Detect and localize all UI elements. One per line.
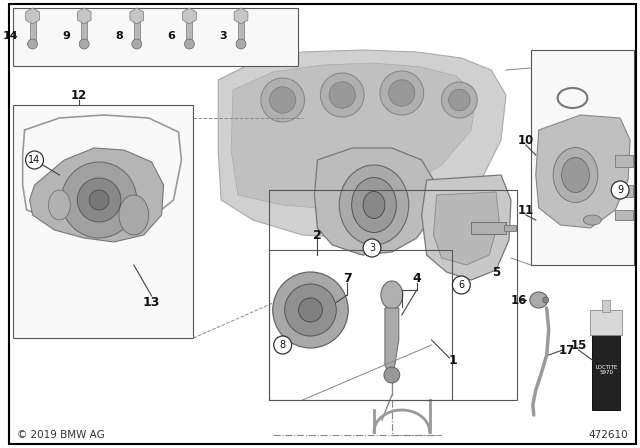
Ellipse shape bbox=[339, 165, 409, 245]
Text: 17: 17 bbox=[559, 344, 575, 357]
Ellipse shape bbox=[119, 195, 148, 235]
Bar bbox=[593, 330, 620, 410]
Polygon shape bbox=[314, 148, 436, 255]
Text: 5: 5 bbox=[492, 266, 500, 279]
Bar bbox=[13, 105, 193, 338]
Circle shape bbox=[363, 239, 381, 257]
Polygon shape bbox=[433, 192, 499, 265]
Text: 10: 10 bbox=[518, 134, 534, 146]
Circle shape bbox=[384, 367, 400, 383]
Text: 1: 1 bbox=[449, 353, 458, 366]
Ellipse shape bbox=[553, 147, 598, 202]
Text: 9: 9 bbox=[63, 31, 70, 41]
Bar bbox=[269, 250, 452, 400]
Circle shape bbox=[236, 39, 246, 49]
Text: 9: 9 bbox=[617, 185, 623, 195]
Polygon shape bbox=[26, 8, 40, 24]
Text: 8: 8 bbox=[115, 31, 123, 41]
Bar bbox=[504, 225, 516, 231]
Polygon shape bbox=[77, 8, 91, 24]
Polygon shape bbox=[536, 115, 630, 228]
Bar bbox=[615, 210, 633, 220]
Bar bbox=[602, 300, 610, 312]
Bar bbox=[81, 16, 87, 46]
Text: 14: 14 bbox=[28, 155, 41, 165]
Text: 11: 11 bbox=[518, 203, 534, 216]
Text: 2: 2 bbox=[313, 228, 322, 241]
Polygon shape bbox=[422, 175, 511, 280]
Text: 8: 8 bbox=[280, 340, 285, 350]
Bar bbox=[615, 155, 633, 167]
Ellipse shape bbox=[351, 177, 396, 233]
Ellipse shape bbox=[530, 292, 548, 308]
Bar bbox=[238, 16, 244, 46]
Polygon shape bbox=[218, 50, 506, 238]
Text: 7: 7 bbox=[343, 271, 351, 284]
Circle shape bbox=[132, 39, 141, 49]
Polygon shape bbox=[130, 8, 143, 24]
Text: © 2019 BMW AG: © 2019 BMW AG bbox=[17, 430, 104, 440]
Text: 6: 6 bbox=[168, 31, 175, 41]
Circle shape bbox=[61, 162, 137, 238]
Text: 6: 6 bbox=[458, 280, 465, 290]
Text: 12: 12 bbox=[71, 89, 87, 102]
Circle shape bbox=[299, 298, 323, 322]
Bar bbox=[615, 185, 633, 197]
Circle shape bbox=[274, 336, 292, 354]
Circle shape bbox=[388, 80, 415, 106]
Circle shape bbox=[273, 272, 348, 348]
Text: 13: 13 bbox=[143, 296, 161, 309]
Bar bbox=[134, 16, 140, 46]
Bar bbox=[29, 16, 36, 46]
Polygon shape bbox=[234, 8, 248, 24]
Circle shape bbox=[28, 39, 38, 49]
Bar bbox=[13, 8, 298, 66]
Ellipse shape bbox=[543, 297, 548, 303]
Text: 16: 16 bbox=[511, 293, 527, 306]
Circle shape bbox=[452, 276, 470, 294]
Text: LOCTITE
5970: LOCTITE 5970 bbox=[595, 365, 618, 375]
Text: 15: 15 bbox=[570, 339, 587, 352]
Circle shape bbox=[89, 190, 109, 210]
Text: 3: 3 bbox=[369, 243, 375, 253]
Circle shape bbox=[285, 284, 336, 336]
Circle shape bbox=[79, 39, 89, 49]
Polygon shape bbox=[231, 63, 476, 210]
Text: 472610: 472610 bbox=[588, 430, 628, 440]
Text: 4: 4 bbox=[412, 271, 421, 284]
Circle shape bbox=[321, 73, 364, 117]
Text: 14: 14 bbox=[3, 31, 19, 41]
Circle shape bbox=[26, 151, 44, 169]
Ellipse shape bbox=[381, 281, 403, 309]
Ellipse shape bbox=[49, 190, 70, 220]
Circle shape bbox=[611, 181, 629, 199]
Polygon shape bbox=[29, 148, 164, 242]
Polygon shape bbox=[385, 308, 399, 375]
Circle shape bbox=[77, 178, 121, 222]
Bar bbox=[590, 310, 622, 335]
Ellipse shape bbox=[584, 215, 602, 225]
Circle shape bbox=[442, 82, 477, 118]
Ellipse shape bbox=[561, 158, 589, 193]
Bar bbox=[269, 190, 517, 400]
Bar bbox=[471, 222, 506, 234]
Circle shape bbox=[380, 71, 424, 115]
Text: 3: 3 bbox=[220, 31, 227, 41]
Circle shape bbox=[261, 78, 305, 122]
Ellipse shape bbox=[363, 191, 385, 219]
Bar bbox=[531, 50, 634, 265]
Bar bbox=[186, 16, 193, 46]
Circle shape bbox=[329, 82, 355, 108]
Polygon shape bbox=[182, 8, 196, 24]
Circle shape bbox=[184, 39, 195, 49]
Circle shape bbox=[269, 87, 296, 113]
Circle shape bbox=[449, 89, 470, 111]
